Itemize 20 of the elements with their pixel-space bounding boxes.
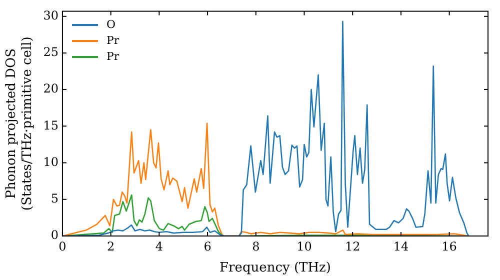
x-tick-label: 12 xyxy=(344,239,360,254)
x-tick-label: 8 xyxy=(252,239,260,254)
legend-label: Pr xyxy=(106,33,120,50)
legend-label: Pr xyxy=(106,49,120,66)
x-tick-label: 16 xyxy=(442,239,457,254)
x-axis-title: Frequency (THz) xyxy=(220,260,331,276)
x-tick-label: 4 xyxy=(155,239,164,254)
x-tick-label: 10 xyxy=(296,239,312,254)
y-axis-title: Phonon projected DOS (States/THz·primitive cell) xyxy=(4,36,35,211)
y-tick-label: 20 xyxy=(43,82,58,96)
x-tick-label: 2 xyxy=(107,239,115,254)
y-tick-label: 25 xyxy=(43,45,58,60)
y-tick-label: 15 xyxy=(43,118,58,132)
y-tick-label: 30 xyxy=(43,8,58,22)
x-tick-label: 6 xyxy=(204,239,212,254)
y-tick-label: 5 xyxy=(50,192,58,206)
y-tick-label: 0 xyxy=(50,228,58,242)
legend-label: O xyxy=(106,17,116,34)
x-tick-label: 14 xyxy=(393,239,409,254)
y-tick-label: 10 xyxy=(43,154,58,169)
